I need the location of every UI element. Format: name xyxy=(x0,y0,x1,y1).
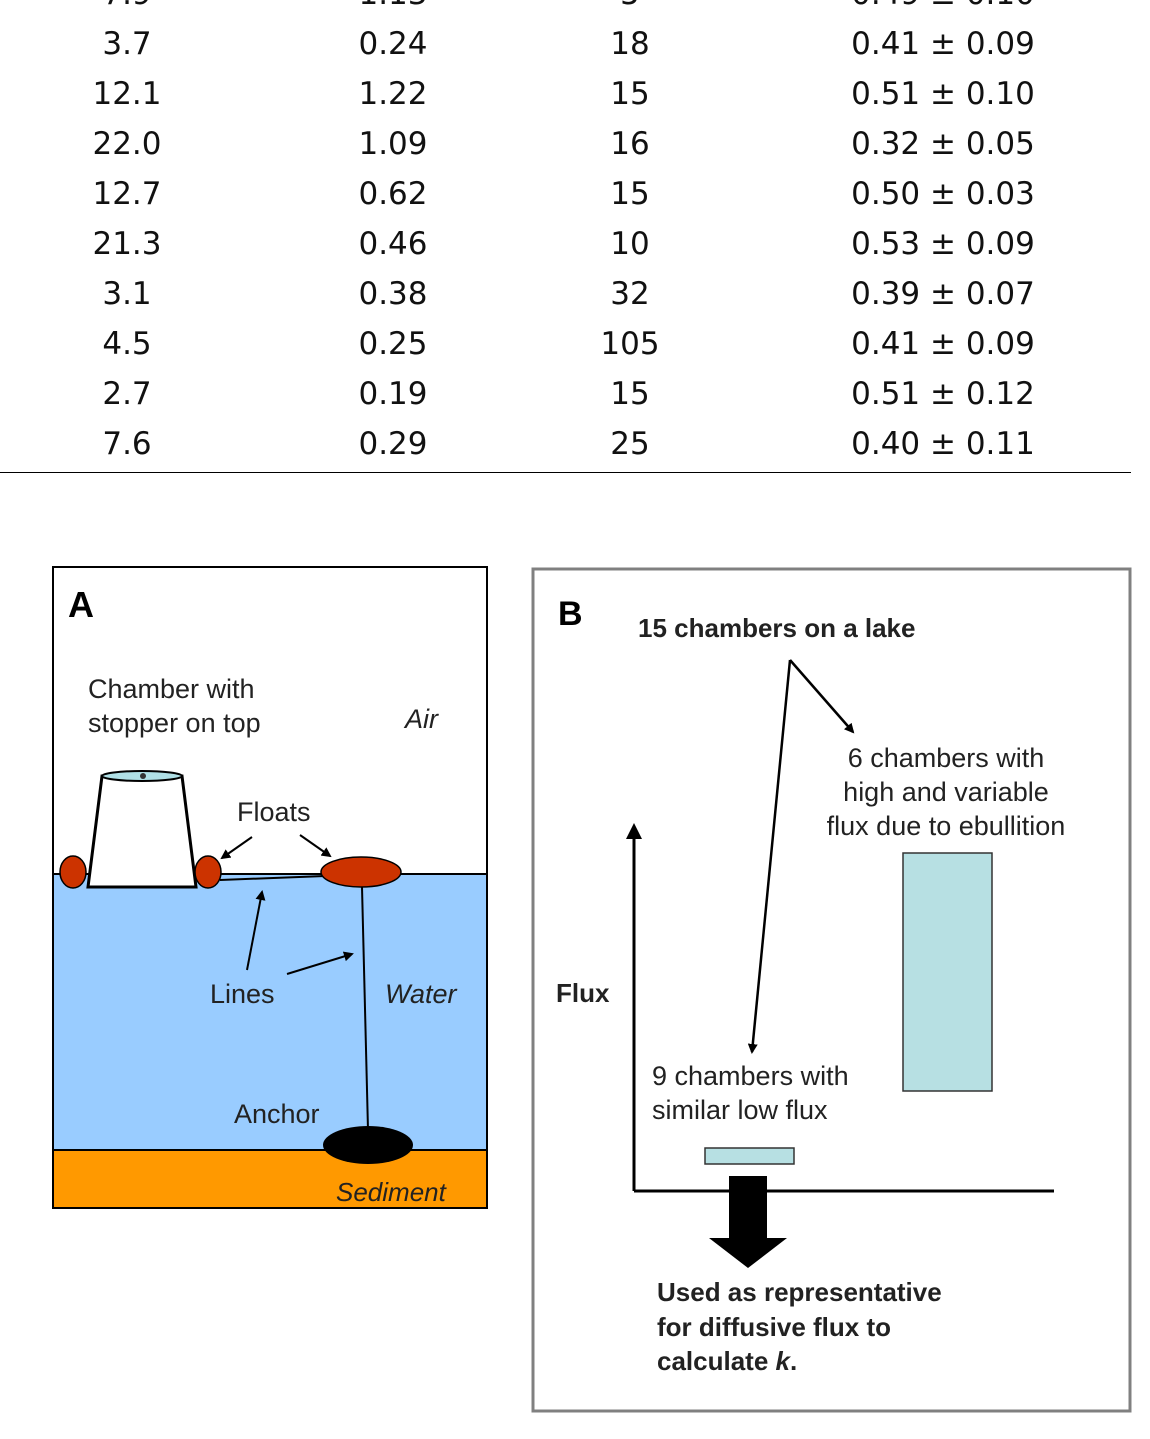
table-cell: 4.5 xyxy=(102,326,152,362)
table-cell: 5 xyxy=(620,0,640,12)
top-label: 15 chambers on a lake xyxy=(638,613,915,643)
table-cell: 7.9 xyxy=(102,0,151,12)
table-cell: 25 xyxy=(610,426,650,462)
table-cell: 16 xyxy=(610,126,650,162)
table-cell: 3.7 xyxy=(102,26,152,62)
table-cell: 15 xyxy=(610,176,650,212)
table-cell: 0.39 ± 0.07 xyxy=(851,276,1035,312)
high-label-1: 6 chambers with xyxy=(848,743,1045,773)
low-label-1: 9 chambers with xyxy=(652,1061,849,1091)
low-label-2: similar low flux xyxy=(652,1095,828,1125)
table-row: 12.7 0.62 15 0.50 ± 0.03 xyxy=(0,170,1150,220)
table-cell: 0.29 xyxy=(358,426,428,462)
table-cell: 21.3 xyxy=(92,226,162,262)
high-label-3: flux due to ebullition xyxy=(827,811,1066,841)
table-cell: 105 xyxy=(600,326,660,362)
flux-axis-label: Flux xyxy=(556,978,610,1008)
table-cell: 0.38 xyxy=(358,276,428,312)
chamber-label-2: stopper on top xyxy=(88,708,261,738)
table-cell: 32 xyxy=(610,276,650,312)
note-line-3: calculate k. xyxy=(657,1346,797,1376)
high-flux-bar xyxy=(902,852,993,1092)
sediment-region xyxy=(53,1150,487,1208)
air-label: Air xyxy=(403,704,439,734)
note-line-1: Used as representative xyxy=(657,1277,942,1307)
table-bottom-rule xyxy=(0,472,1131,473)
anchor-label: Anchor xyxy=(234,1099,320,1129)
float-right xyxy=(194,855,222,889)
table-cell: 0.19 xyxy=(358,376,428,412)
float-left xyxy=(59,855,87,889)
float-buoy xyxy=(320,856,402,888)
table-cell: 0.53 ± 0.09 xyxy=(851,226,1035,262)
table-row: 7.9 1.13 5 0.49 ± 0.10 xyxy=(0,0,1150,20)
table-row: 3.1 0.38 32 0.39 ± 0.07 xyxy=(0,270,1150,320)
table-cell: 1.13 xyxy=(358,0,427,12)
table-cell: 0.51 ± 0.10 xyxy=(851,76,1035,112)
table-cell: 0.25 xyxy=(358,326,428,362)
table-cell: 7.6 xyxy=(102,426,152,462)
chamber-label-1: Chamber with xyxy=(88,674,255,704)
table-cell: 0.51 ± 0.12 xyxy=(851,376,1035,412)
table-cell: 15 xyxy=(610,376,650,412)
table-cell: 0.50 ± 0.03 xyxy=(851,176,1035,212)
table-cell: 0.62 xyxy=(358,176,428,212)
table-row: 22.0 1.09 16 0.32 ± 0.05 xyxy=(0,120,1150,170)
water-label: Water xyxy=(385,979,458,1009)
table-row: 3.7 0.24 18 0.41 ± 0.09 xyxy=(0,20,1150,70)
table-cell: 0.49 ± 0.10 xyxy=(851,0,1035,12)
table-cell: 12.7 xyxy=(92,176,162,212)
table-row: 21.3 0.46 10 0.53 ± 0.09 xyxy=(0,220,1150,270)
table-row: 12.1 1.22 15 0.51 ± 0.10 xyxy=(0,70,1150,120)
table-cell: 12.1 xyxy=(92,76,162,112)
table-cell: 18 xyxy=(610,26,650,62)
panel-a: A Chamber with stopper on top Air Floats… xyxy=(52,566,488,1209)
chamber-icon xyxy=(86,774,198,889)
panel-b-label: B xyxy=(558,595,583,633)
panel-a-label: A xyxy=(68,584,94,625)
table-cell: 10 xyxy=(610,226,650,262)
table-cell: 0.24 xyxy=(358,26,428,62)
table-cell: 22.0 xyxy=(92,126,162,162)
table-cell: 1.09 xyxy=(358,126,428,162)
table-cell: 0.41 ± 0.09 xyxy=(851,326,1035,362)
floats-label: Floats xyxy=(237,797,311,827)
note-line-2: for diffusive flux to xyxy=(657,1312,891,1342)
water-region xyxy=(53,874,487,1150)
table-cell: 2.7 xyxy=(102,376,152,412)
table-cell: 3.1 xyxy=(102,276,152,312)
low-flux-bar xyxy=(704,1147,795,1165)
table-row: 2.7 0.19 15 0.51 ± 0.12 xyxy=(0,370,1150,420)
lines-label: Lines xyxy=(210,979,275,1009)
table-cell: 1.22 xyxy=(358,76,428,112)
table-row: 4.5 0.25 105 0.41 ± 0.09 xyxy=(0,320,1150,370)
down-arrow-icon xyxy=(709,1176,787,1268)
table-cell: 0.32 ± 0.05 xyxy=(851,126,1035,162)
anchor-icon xyxy=(323,1126,413,1164)
table-cell: 0.46 xyxy=(358,226,428,262)
table-cell: 15 xyxy=(610,76,650,112)
table-row: 7.6 0.29 25 0.40 ± 0.11 xyxy=(0,420,1150,470)
table-cell: 0.41 ± 0.09 xyxy=(851,26,1035,62)
table-cell: 0.40 ± 0.11 xyxy=(851,426,1035,462)
sediment-label: Sediment xyxy=(336,1177,448,1207)
high-label-2: high and variable xyxy=(843,777,1049,807)
panel-b: B 15 chambers on a lake 6 chambers with … xyxy=(531,567,1132,1413)
